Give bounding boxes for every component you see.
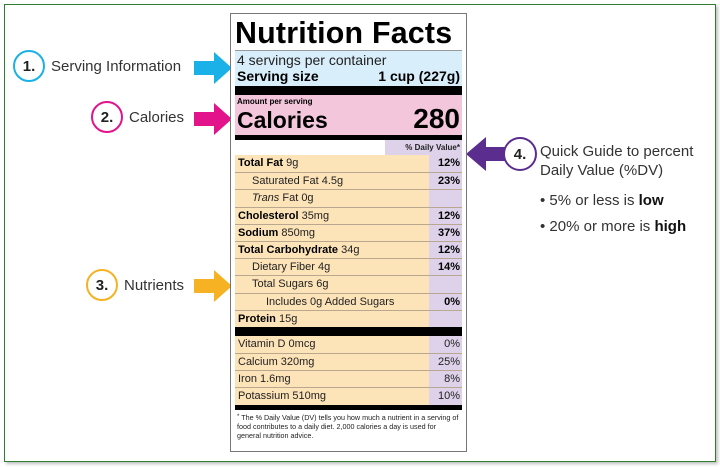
vitamin-name: Calcium 320mg xyxy=(235,354,429,371)
nutrient-name: Protein xyxy=(238,312,276,325)
arrow-right-icon xyxy=(194,270,232,302)
nutrient-dv: 12% xyxy=(429,241,462,259)
vitamin-row-potassium: Potassium 510mg 10% xyxy=(235,387,462,405)
vitamin-name: Vitamin D 0mcg xyxy=(235,335,429,354)
footnote-asterisk: * xyxy=(237,413,240,420)
callout-number-3: 3. xyxy=(86,269,118,301)
vitamin-dv: 25% xyxy=(429,354,462,371)
nutrient-dv: 37% xyxy=(429,224,462,241)
calories-section: Amount per serving Calories 280 xyxy=(235,95,462,135)
vitamin-row-calcium: Calcium 320mg 25% xyxy=(235,353,462,371)
callout-label-calories: Calories xyxy=(129,108,185,126)
calories-value: 280 xyxy=(413,103,460,134)
label-title: Nutrition Facts xyxy=(235,15,453,50)
callout-nutrients: 3. Nutrients xyxy=(86,269,184,301)
arrow-right-icon xyxy=(194,103,232,135)
divider-medium xyxy=(235,404,462,410)
nutrient-dv xyxy=(429,310,462,327)
callout-quick-guide: 4. xyxy=(503,137,537,171)
nutrient-name: Cholesterol xyxy=(238,209,299,222)
guide-bullet-high: • 20% or more is high xyxy=(540,218,693,235)
guide-bullet-low-text: • 5% or less is xyxy=(540,192,639,209)
nutrient-name: Saturated Fat 4.5g xyxy=(235,173,429,190)
divider-thick xyxy=(235,326,462,336)
callout-calories: 2. Calories xyxy=(91,101,184,133)
vitamin-name: Potassium 510mg xyxy=(235,388,429,405)
nutrient-row-added-sugars: Includes 0g Added Sugars 0% xyxy=(235,292,462,310)
footnote: * The % Daily Value (DV) tells you how m… xyxy=(235,410,462,440)
guide-bullet-high-strong: high xyxy=(654,218,687,235)
vitamin-row-iron: Iron 1.6mg 8% xyxy=(235,370,462,388)
nutrient-row-sodium: Sodium 850mg 37% xyxy=(235,223,462,241)
arrow-left-icon xyxy=(466,137,516,171)
callout-label-nutrients: Nutrients xyxy=(124,276,185,294)
nutrient-dv: 12% xyxy=(429,155,462,173)
serving-size-label: Serving size xyxy=(237,68,319,84)
nutrients-table: Total Fat 9g 12% Saturated Fat 4.5g 23% … xyxy=(235,155,462,327)
nutrient-amount: 15g xyxy=(275,312,298,325)
calories-row: Calories 280 xyxy=(237,103,460,134)
serving-information-section: 4 servings per container Serving size 1 … xyxy=(235,50,462,86)
daily-value-header: % Daily Value* xyxy=(385,140,462,155)
serving-size-row: Serving size 1 cup (227g) xyxy=(237,68,460,84)
nutrient-amount: 34g xyxy=(338,243,360,256)
nutrient-name: Total Sugars 6g xyxy=(235,276,429,293)
arrow-right-icon xyxy=(194,52,232,84)
nutrient-row-saturated-fat: Saturated Fat 4.5g 23% xyxy=(235,172,462,190)
guide-bullet-low-strong: low xyxy=(638,192,664,209)
callout-number-4: 4. xyxy=(503,137,537,171)
footnote-text: The % Daily Value (DV) tells you how muc… xyxy=(237,412,459,440)
serving-size-value: 1 cup (227g) xyxy=(378,68,460,84)
daily-value-header-row: % Daily Value* xyxy=(235,140,462,155)
nutrient-name: Trans xyxy=(252,192,280,205)
vitamin-dv: 0% xyxy=(429,335,462,354)
nutrient-amount: Fat 0g xyxy=(279,192,314,205)
divider-medium xyxy=(235,135,462,140)
amount-per-serving: Amount per serving xyxy=(237,97,313,106)
vitamin-row-vitamin-d: Vitamin D 0mcg 0% xyxy=(235,335,462,354)
quick-guide-text: Quick Guide to percent Daily Value (%DV)… xyxy=(540,142,693,235)
nutrient-dv xyxy=(429,276,462,293)
vitamins-table: Vitamin D 0mcg 0% Calcium 320mg 25% Iron… xyxy=(235,335,462,405)
nutrient-row-total-sugars: Total Sugars 6g xyxy=(235,275,462,293)
vitamin-name: Iron 1.6mg xyxy=(235,371,429,388)
vitamin-dv: 8% xyxy=(429,371,462,388)
callout-serving-information: 1. Serving Information xyxy=(13,50,181,82)
nutrient-dv: 14% xyxy=(429,259,462,276)
nutrient-row-cholesterol: Cholesterol 35mg 12% xyxy=(235,206,462,224)
nutrient-name: Includes 0g Added Sugars xyxy=(235,293,429,310)
nutrient-row-dietary-fiber: Dietary Fiber 4g 14% xyxy=(235,258,462,276)
nutrient-name: Total Fat xyxy=(238,157,284,169)
nutrient-name: Sodium xyxy=(238,226,279,239)
nutrient-dv: 23% xyxy=(429,173,462,190)
guide-bullet-high-text: • 20% or more is xyxy=(540,218,655,235)
nutrient-row-protein: Protein 15g xyxy=(235,309,462,327)
nutrient-amount: 35mg xyxy=(298,209,330,222)
quick-guide-title-line2: Daily Value (%DV) xyxy=(540,162,664,179)
callout-number-2: 2. xyxy=(91,101,123,133)
nutrient-dv xyxy=(429,190,462,207)
nutrient-name: Dietary Fiber 4g xyxy=(235,259,429,276)
nutrient-dv: 0% xyxy=(429,293,462,310)
nutrient-amount: 850mg xyxy=(278,226,316,239)
guide-bullet-low: • 5% or less is low xyxy=(540,192,693,209)
nutrient-row-total-carbohydrate: Total Carbohydrate 34g 12% xyxy=(235,240,462,259)
nutrient-row-trans-fat: Trans Fat 0g xyxy=(235,189,462,207)
calories-label: Calories xyxy=(237,107,328,133)
vitamin-dv: 10% xyxy=(429,388,462,405)
divider-thick xyxy=(235,86,462,95)
callout-number-1: 1. xyxy=(13,50,45,82)
servings-per-container: 4 servings per container xyxy=(237,52,387,68)
nutrient-row-total-fat: Total Fat 9g 12% xyxy=(235,155,462,173)
quick-guide-title-line1: Quick Guide to percent xyxy=(540,143,694,160)
nutrition-facts-label: Nutrition Facts 4 servings per container… xyxy=(230,13,467,452)
nutrient-name: Total Carbohydrate xyxy=(238,243,339,256)
nutrient-dv: 12% xyxy=(429,207,462,224)
callout-label-serving-information: Serving Information xyxy=(51,57,182,75)
nutrient-amount: 9g xyxy=(283,157,299,169)
